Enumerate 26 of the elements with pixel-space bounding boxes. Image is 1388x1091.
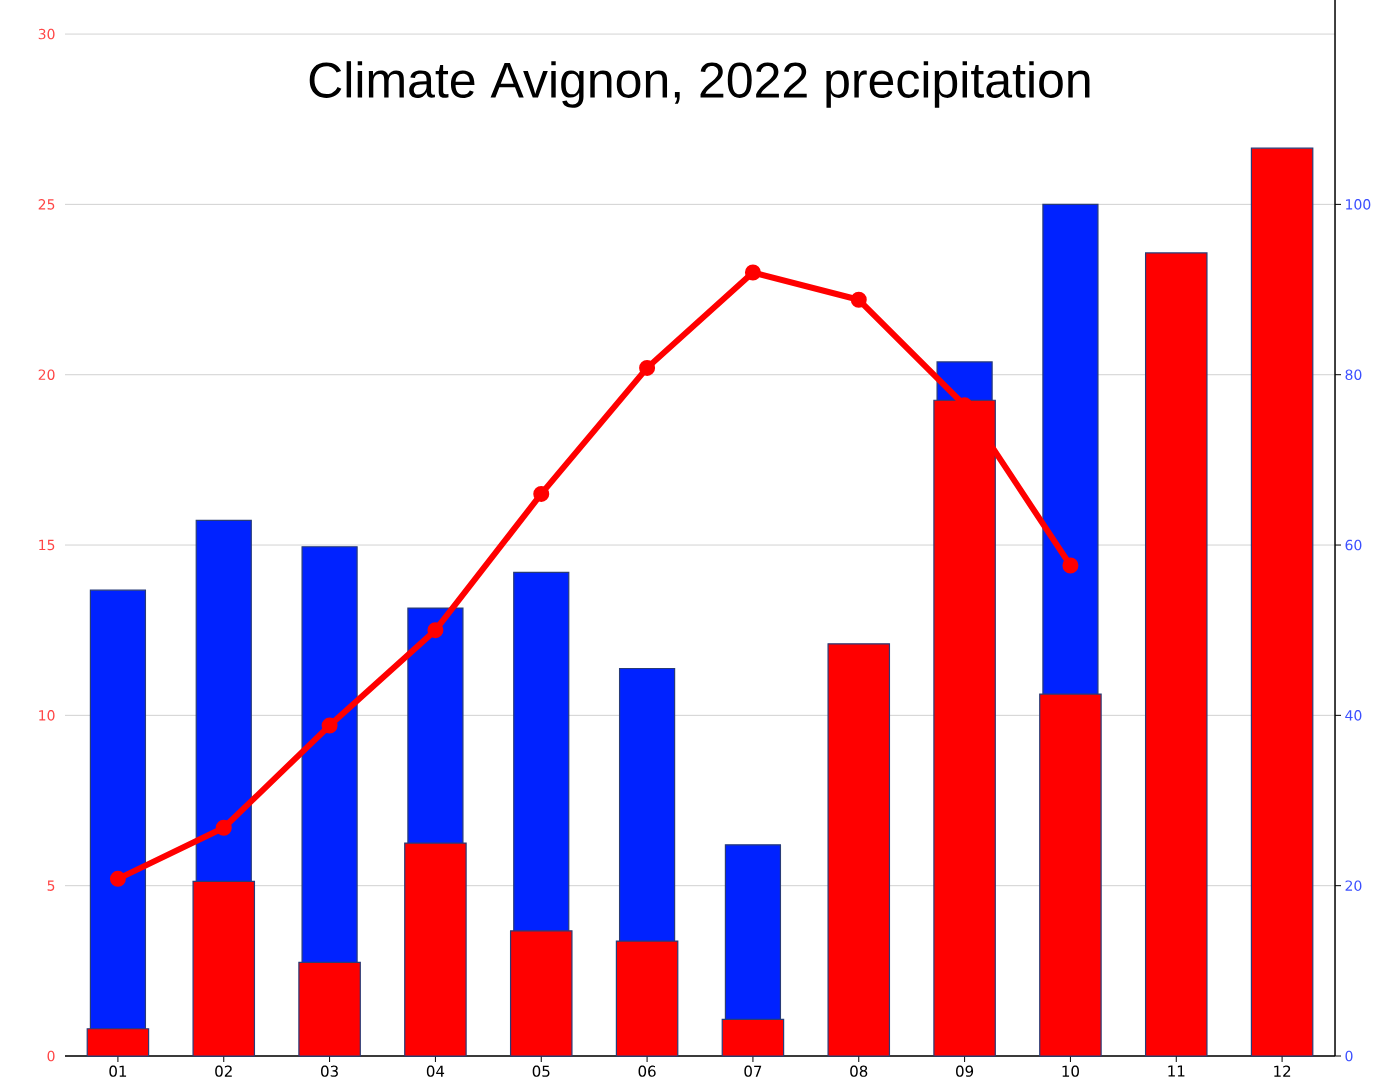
x-tick-label: 02 — [215, 1065, 232, 1077]
y-tick-label: 5 — [47, 880, 55, 891]
x-tick-label: 12 — [1274, 1065, 1291, 1077]
text: Climate Avignon, 2022 precipitation — [309, 61, 1090, 108]
x-tick-label: 07 — [744, 1065, 762, 1077]
x-tick-label: 05 — [532, 1065, 550, 1077]
y2-tick-label: 20 — [1345, 880, 1362, 891]
x-tick-label: 04 — [426, 1065, 445, 1077]
x-tick-label: 06 — [638, 1065, 656, 1077]
y-tick-label: 10 — [39, 710, 55, 721]
y2-tick-label: 0 — [1345, 1050, 1353, 1062]
x-tick-label: 09 — [956, 1065, 974, 1077]
x-tick-label: 08 — [850, 1065, 868, 1077]
x-tick-label: 03 — [321, 1065, 338, 1077]
y-tick-label: 25 — [38, 199, 55, 210]
x-tick-label: 01 — [109, 1065, 127, 1077]
y2-tick-label: 40 — [1345, 710, 1362, 721]
y2-tick-label: 100 — [1346, 199, 1371, 210]
x-tick-label: 10 — [1062, 1065, 1079, 1077]
y-tick-label: 15 — [39, 539, 55, 551]
y2-tick-label: 80 — [1345, 369, 1362, 381]
y-tick-label: 20 — [38, 369, 55, 381]
y-tick-label: 0 — [47, 1050, 55, 1062]
y2-tick-label: 60 — [1345, 539, 1362, 551]
y-tick-label: 30 — [38, 28, 55, 40]
x-tick-label: 11 — [1168, 1065, 1185, 1077]
